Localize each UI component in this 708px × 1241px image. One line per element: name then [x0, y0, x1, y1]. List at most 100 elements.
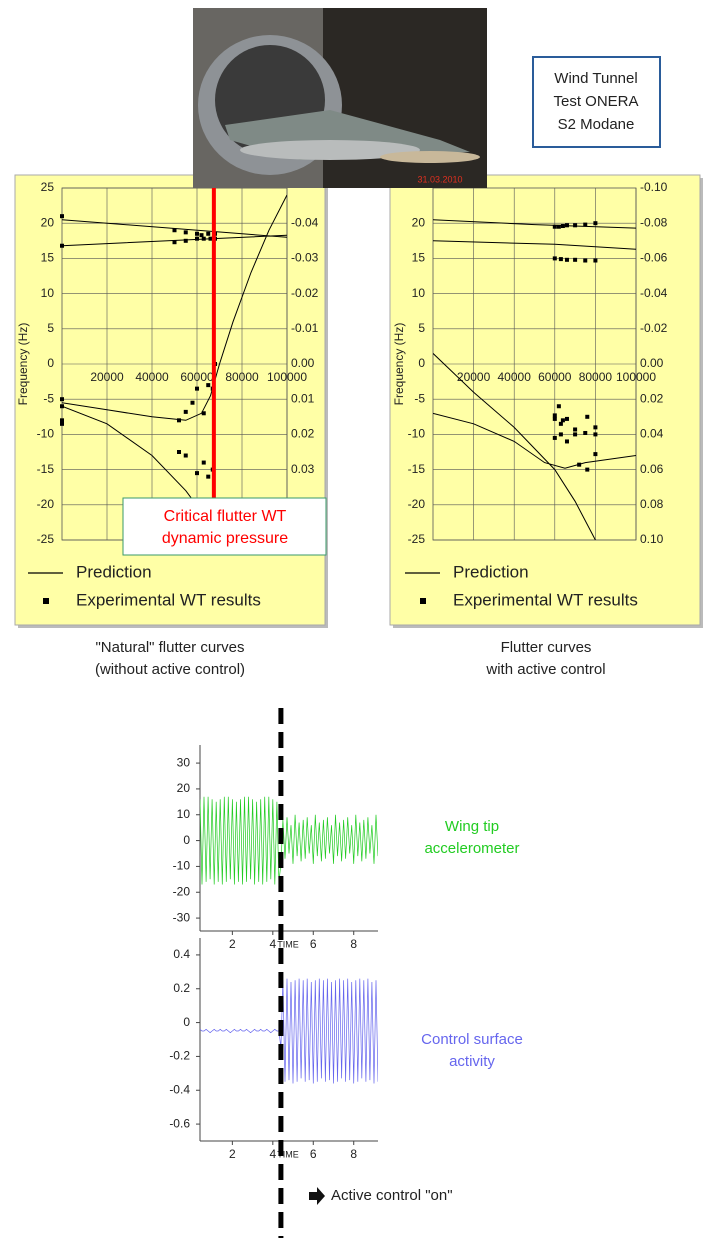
- data-point: [206, 474, 211, 479]
- y-tick-label: 10: [177, 807, 191, 821]
- y2-tick-label: 0.01: [291, 391, 315, 405]
- series-label: Wing tip: [445, 818, 499, 835]
- info-box: Wind Tunnel Test ONERA S2 Modane: [532, 56, 661, 148]
- y-tick-label: -5: [43, 391, 54, 405]
- y-tick-label: -10: [173, 859, 191, 873]
- y-axis-label: Frequency (Hz): [392, 323, 406, 406]
- x-tick-label: 60000: [180, 370, 214, 384]
- y2-tick-label: -0.01: [291, 321, 319, 335]
- data-point: [552, 224, 557, 229]
- data-point: [558, 257, 563, 262]
- y-tick-label: 15: [41, 251, 55, 265]
- data-point: [183, 230, 188, 235]
- y2-tick-label: 0.00: [640, 356, 664, 370]
- x-tick-label: 60000: [538, 370, 572, 384]
- data-point: [183, 409, 188, 414]
- y2-tick-label: -0.02: [640, 321, 668, 335]
- y-tick-label: 20: [41, 215, 55, 229]
- legend-marker: [43, 598, 49, 604]
- y-tick-label: -30: [173, 910, 191, 924]
- info-line: Test ONERA: [553, 93, 638, 110]
- caption: with active control: [485, 661, 605, 678]
- y2-tick-label: 0.02: [291, 427, 315, 441]
- data-point: [60, 404, 64, 409]
- data-point: [583, 222, 588, 227]
- y-tick-label: 0.4: [173, 947, 190, 961]
- data-point: [573, 257, 578, 262]
- data-point: [208, 236, 213, 241]
- y2-tick-label: 0.06: [640, 462, 664, 476]
- y-tick-label: -0.2: [169, 1049, 190, 1063]
- y-tick-label: 10: [41, 286, 55, 300]
- y-tick-label: 15: [412, 251, 426, 265]
- panel: [389, 174, 701, 626]
- y-tick-label: -25: [408, 532, 426, 546]
- data-point: [552, 256, 557, 261]
- data-point: [556, 224, 561, 229]
- data-point: [206, 383, 211, 388]
- x-tick-label: 8: [350, 1147, 357, 1161]
- info-box-frame: [532, 56, 661, 148]
- y-tick-label: -20: [173, 884, 191, 898]
- x-tick-label: 20000: [457, 370, 491, 384]
- data-point: [564, 257, 569, 262]
- data-point: [593, 432, 598, 437]
- data-point: [558, 432, 563, 437]
- data-point: [195, 231, 199, 236]
- data-point: [560, 418, 565, 423]
- y-tick-label: 30: [177, 755, 191, 769]
- overlay: Active control "on": [278, 708, 453, 1238]
- y2-tick-label: 0.03: [291, 462, 315, 476]
- chart: 30 20 10 0 -10 -20 -30 2 4 6 8 TIME Wing tip accelero…: [173, 745, 520, 951]
- data-point: [177, 418, 181, 423]
- x-axis-label: TIME: [277, 1149, 299, 1159]
- critical-label: dynamic pressure: [162, 530, 288, 547]
- data-point: [583, 430, 588, 435]
- y-tick-label: -25: [37, 532, 55, 546]
- y-tick-label: 0: [183, 833, 190, 847]
- x-tick-label: 2: [229, 1147, 236, 1161]
- data-line: [433, 219, 636, 540]
- data-point: [177, 450, 181, 454]
- x-tick-label: 80000: [579, 370, 613, 384]
- active-control-label: Active control "on": [331, 1187, 453, 1204]
- y2-tick-label: 0.00: [291, 356, 315, 370]
- photo: 31.03.2010: [193, 8, 487, 188]
- data-point: [195, 386, 199, 391]
- y-tick-label: -0.4: [169, 1082, 190, 1096]
- y-tick-label: -0.6: [169, 1116, 190, 1130]
- y-tick-label: -10: [408, 427, 426, 441]
- y2-tick-label: -0.06: [640, 251, 668, 265]
- data-line: [200, 978, 378, 1084]
- info-line: Wind Tunnel: [554, 70, 637, 87]
- series-label: activity: [449, 1053, 495, 1070]
- x-tick-label: 4: [269, 937, 276, 951]
- y2-tick-label: -0.02: [291, 286, 319, 300]
- data-point: [206, 231, 211, 236]
- data-point: [560, 224, 565, 229]
- y-tick-label: -15: [408, 462, 426, 476]
- caption: "Natural" flutter curves: [95, 639, 244, 656]
- y2-tick-label: -0.10: [640, 180, 668, 194]
- data-point: [593, 425, 598, 430]
- info-line: S2 Modane: [558, 116, 635, 133]
- y2-tick-label: 0.08: [640, 497, 664, 511]
- data-point: [585, 467, 590, 472]
- photo-tip: [380, 151, 480, 163]
- data-point: [564, 416, 569, 421]
- y-tick-label: 10: [412, 286, 426, 300]
- x-tick-label: 4: [269, 1147, 276, 1161]
- x-tick-label: 100000: [267, 370, 307, 384]
- x-tick-label: 20000: [90, 370, 124, 384]
- data-point: [60, 243, 64, 248]
- data-point: [60, 214, 64, 219]
- x-tick-label: 6: [310, 1147, 317, 1161]
- data-point: [585, 414, 590, 419]
- data-point: [60, 418, 64, 423]
- data-point: [552, 435, 557, 440]
- y-tick-label: 0: [183, 1015, 190, 1029]
- data-point: [172, 240, 177, 245]
- legend-label: Experimental WT results: [453, 590, 638, 609]
- y2-tick-label: 0.10: [640, 532, 664, 546]
